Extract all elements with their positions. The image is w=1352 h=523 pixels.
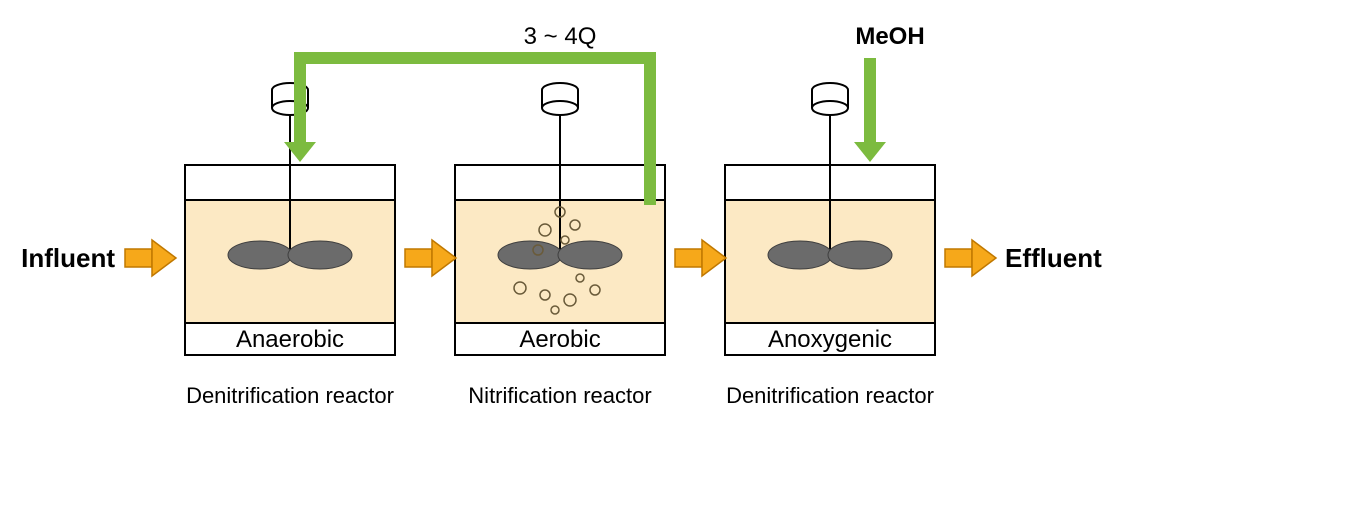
flow-arrow <box>125 240 176 276</box>
reactor-sublabel: Denitrification reactor <box>726 383 934 408</box>
flow-arrow <box>405 240 456 276</box>
reactor-label: Anoxygenic <box>768 326 892 353</box>
effluent-label: Effluent <box>1005 243 1102 273</box>
reactor-label: Aerobic <box>519 326 600 353</box>
flow-arrow <box>675 240 726 276</box>
recycle-label: 3 ~ 4Q <box>524 23 597 50</box>
reactor-r1 <box>185 83 395 355</box>
meoh-label: MeOH <box>855 23 924 50</box>
reactor-sublabel: Denitrification reactor <box>186 383 394 408</box>
reactor-r2 <box>455 83 665 355</box>
reactor-label: Anaerobic <box>236 326 344 353</box>
flow-arrow <box>945 240 996 276</box>
reactor-r3 <box>725 83 935 355</box>
reactor-sublabel: Nitrification reactor <box>468 383 651 408</box>
influent-label: Influent <box>21 243 115 273</box>
meoh-arrow <box>854 58 886 162</box>
